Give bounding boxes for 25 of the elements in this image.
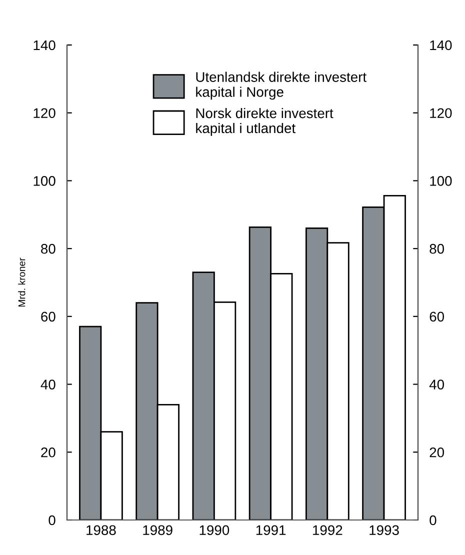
y2-tick-label: 20: [430, 447, 444, 458]
y2-tick-label: 40: [429, 380, 444, 390]
y-tick-label: 60: [41, 312, 56, 322]
y2-tick-label: 100: [430, 176, 452, 186]
legend-label: Norsk direkte investert kapital i utlandet: [196, 108, 334, 136]
x-tick-label: 1992: [313, 525, 342, 536]
y-tick-label: 80: [41, 244, 56, 254]
x-tick-label: 1990: [200, 525, 230, 536]
y2-tick-label: 80: [430, 244, 444, 254]
x-tick-label: 1988: [86, 525, 116, 536]
x-tick-label: 1989: [143, 525, 172, 536]
y-tick-label: 20: [41, 447, 56, 458]
legend-label: Utenlandsk direkte investert kapital i Norge: [196, 72, 366, 100]
y2-tick-label: 140: [430, 40, 452, 50]
y-tick-label: 40: [40, 380, 56, 390]
y-tick-label: 140: [34, 40, 56, 50]
x-tick-label: 1991: [256, 525, 286, 536]
x-tick-label: 1993: [370, 525, 399, 536]
y-tick-label: 120: [34, 108, 56, 118]
y2-tick-label: 60: [430, 312, 444, 322]
y-tick-label: 100: [34, 176, 56, 186]
y2-tick-label: 0: [430, 515, 436, 526]
y-axis-title: Mrd. kroner: [18, 258, 26, 307]
y2-tick-label: 120: [430, 108, 452, 118]
y-tick-label: 0: [48, 515, 56, 526]
